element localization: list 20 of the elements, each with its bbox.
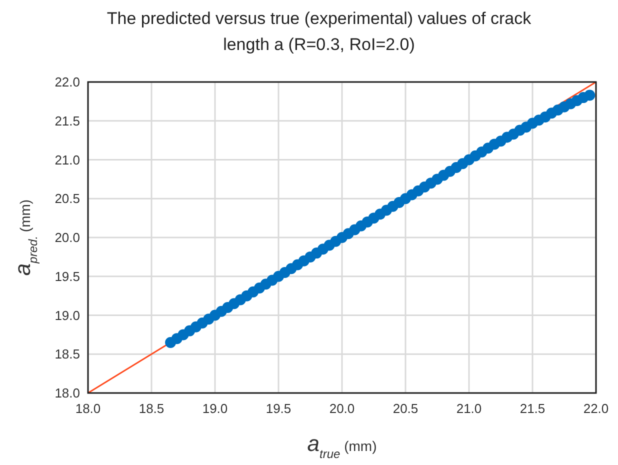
y-tick-label: 18.5	[54, 346, 80, 362]
x-tick-label: 21.5	[520, 401, 546, 416]
x-tick-label: 19.0	[202, 401, 228, 416]
x-tick-label: 19.5	[266, 401, 292, 416]
x-tick-label: 20.5	[392, 401, 418, 416]
y-tick-label: 18.0	[54, 386, 80, 401]
x-tick-label: 20.0	[329, 401, 355, 416]
x-tick-label: 22.0	[583, 401, 609, 416]
y-tick-label: 20.0	[54, 230, 80, 246]
x-tick-label: 18.5	[138, 401, 164, 416]
x-tick-label: 18.0	[75, 401, 101, 416]
x-axis-title: a$_{true}$ (mm)	[307, 431, 377, 461]
y-tick-label: 21.5	[54, 113, 80, 128]
x-tick-label: 21.0	[456, 401, 482, 416]
y-tick-label: 19.0	[54, 308, 80, 323]
y-tick-label: 19.5	[54, 268, 80, 284]
y-tick-label: 21.0	[54, 152, 80, 168]
y-tick-label: 20.5	[54, 191, 80, 206]
chart-title: The predicted versus true (experimental) values of crack length a (R=0.3, RoI=2.0)	[106, 9, 532, 54]
y-tick-label: 22.0	[54, 74, 80, 90]
